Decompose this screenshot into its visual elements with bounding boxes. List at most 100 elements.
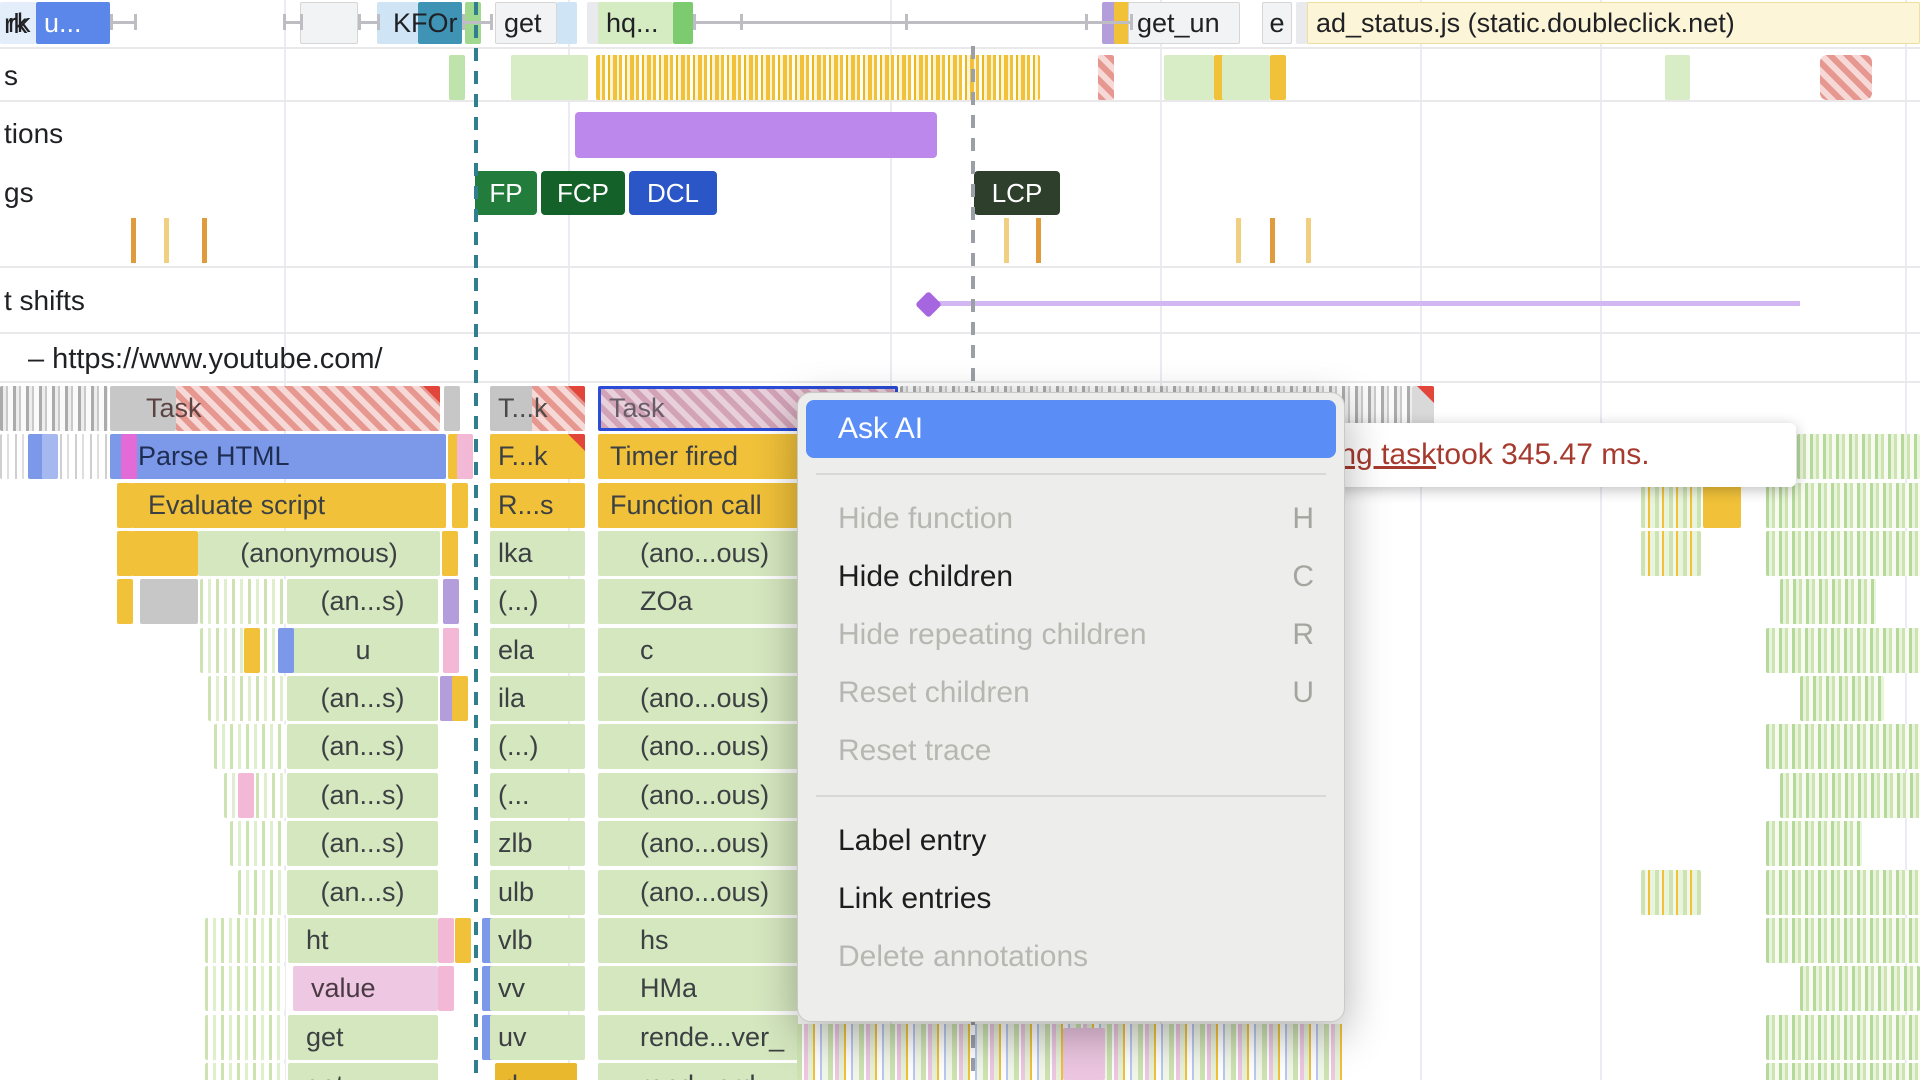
flame-chip-texture <box>238 870 286 915</box>
flame-chip-get[interactable]: get <box>288 1015 438 1060</box>
flame-chip-get[interactable]: get <box>288 1063 438 1080</box>
menu-shortcut: C <box>1292 560 1314 593</box>
flame-chip-function-call[interactable]: Function call <box>598 483 798 528</box>
track-label-interactions: tions <box>4 118 64 149</box>
flame-chip-c[interactable]: c <box>598 628 798 673</box>
flame-chip-texture <box>244 628 260 673</box>
flame-chip-rende-ver-[interactable]: rende...ver_ <box>598 1015 798 1060</box>
flame-chip--ano-ous-[interactable]: (ano...ous) <box>598 773 798 818</box>
flame-chip--ano-ous-[interactable]: (ano...ous) <box>598 531 798 576</box>
whisker-tick <box>110 14 113 30</box>
flame-chip--[interactable]: (... <box>490 773 585 818</box>
menu-item-hide-children[interactable]: Hide children C <box>838 560 1314 593</box>
flame-chip-d[interactable]: d <box>495 1063 577 1080</box>
flame-chip-texture <box>1766 1015 1920 1060</box>
flame-chip--ano-ous-[interactable]: (ano...ous) <box>598 821 798 866</box>
network-whisker <box>283 21 300 24</box>
flame-chip--an-s-[interactable]: (an...s) <box>287 821 438 866</box>
flame-chip-texture <box>443 579 459 624</box>
flame-chip-ela[interactable]: ela <box>490 628 585 673</box>
flame-chip-t-k[interactable]: T...k <box>490 386 585 431</box>
flame-chip--an-s-[interactable]: (an...s) <box>287 870 438 915</box>
network-chip-rk[interactable]: rk <box>0 2 36 44</box>
flame-chip-zlb[interactable]: zlb <box>490 821 585 866</box>
flame-chip--ano-ous-[interactable]: (ano...ous) <box>598 870 798 915</box>
flame-chip--an-s-[interactable]: (an...s) <box>287 773 438 818</box>
flame-chip-texture <box>132 531 198 576</box>
flame-chip-value[interactable]: value <box>293 966 438 1011</box>
flame-chip--ano-ous-[interactable]: (ano...ous) <box>598 724 798 769</box>
flame-chip-rend-ord[interactable]: rend...ord <box>598 1063 798 1080</box>
frames-chip-texture <box>1820 55 1872 100</box>
flame-chip-texture <box>1063 1028 1105 1080</box>
flame-chip-texture <box>1641 531 1701 576</box>
flame-chip-texture <box>1641 870 1701 915</box>
flame-chip-evaluate-script[interactable]: Evaluate script <box>132 483 446 528</box>
menu-item-ask-ai[interactable]: Ask AI <box>806 400 1336 458</box>
flame-chip-lka[interactable]: lka <box>490 531 585 576</box>
whisker-tick <box>1085 14 1088 30</box>
flame-chip--an-s-[interactable]: (an...s) <box>287 724 438 769</box>
flame-chip-timer-fired[interactable]: Timer fired <box>598 434 798 479</box>
console-timestamp-tick <box>131 218 136 263</box>
menu-separator <box>816 795 1326 797</box>
timing-marker-fp[interactable]: FP <box>475 171 537 215</box>
flame-chip-texture <box>442 531 458 576</box>
flame-chip-texture <box>205 1063 285 1080</box>
flame-chip-texture <box>1766 1063 1920 1080</box>
frames-chip-texture <box>1674 55 1690 100</box>
network-chip-kfor[interactable]: KFOr <box>393 7 458 38</box>
flame-chip-f-k[interactable]: F...k <box>490 434 585 479</box>
network-chip-get[interactable]: get <box>495 2 557 44</box>
flame-chip-ulb[interactable]: ulb <box>490 870 585 915</box>
flame-chip-zoa[interactable]: ZOa <box>598 579 798 624</box>
flame-chip--ano-ous-[interactable]: (ano...ous) <box>598 676 798 721</box>
flame-chip-parse-html[interactable]: Parse HTML <box>110 434 446 479</box>
menu-item-label-entry[interactable]: Label entry <box>838 824 987 857</box>
flame-chip-hs[interactable]: hs <box>598 918 798 963</box>
flame-chip-ht[interactable]: ht <box>288 918 438 963</box>
flame-chip-r-s[interactable]: R...s <box>490 483 585 528</box>
timing-marker-dcl[interactable]: DCL <box>629 171 717 215</box>
flame-chip-texture <box>1800 966 1920 1011</box>
flame-chip--anonymous-[interactable]: (anonymous) <box>198 531 440 576</box>
menu-shortcut: H <box>1292 502 1314 535</box>
menu-separator <box>816 473 1326 475</box>
interaction-bar[interactable] <box>575 112 937 158</box>
flame-chip-uv[interactable]: uv <box>490 1015 585 1060</box>
network-chip-hq-[interactable]: hq... <box>598 2 673 44</box>
flame-chip-texture <box>457 434 473 479</box>
console-timestamp-tick <box>1306 218 1311 263</box>
flame-chip-texture <box>117 531 133 576</box>
flame-chip-ila[interactable]: ila <box>490 676 585 721</box>
network-whisker <box>358 21 377 24</box>
track-separator <box>0 47 1920 49</box>
flame-chip--an-s-[interactable]: (an...s) <box>287 579 438 624</box>
flame-chip-texture <box>1703 483 1741 528</box>
timing-marker-lcp[interactable]: LCP <box>974 171 1060 215</box>
network-chip-texture <box>377 2 418 44</box>
flame-chip-task[interactable]: Task <box>146 393 202 423</box>
flame-chip--an-s-[interactable]: (an...s) <box>287 676 438 721</box>
network-chip-get-un[interactable]: get_un <box>1128 2 1240 44</box>
timing-marker-line-teal <box>474 2 478 1080</box>
flame-chip--[interactable]: (...) <box>490 579 585 624</box>
menu-shortcut: U <box>1292 676 1314 709</box>
menu-item-link-entries[interactable]: Link entries <box>838 882 992 915</box>
flame-chip-u[interactable]: u <box>287 628 439 673</box>
tooltip-text: took 345.47 ms. <box>1436 438 1650 471</box>
flame-chip-texture <box>200 628 286 673</box>
network-chip-ad-status-js-static-doubleclick-net-[interactable]: ad_status.js (static.doubleclick.net) <box>1307 2 1920 44</box>
flame-chip-vlb[interactable]: vlb <box>490 918 585 963</box>
flame-chip-vv[interactable]: vv <box>490 966 585 1011</box>
flame-chip--[interactable]: (...) <box>490 724 585 769</box>
network-chip-e[interactable]: e <box>1262 2 1292 44</box>
timing-marker-fcp[interactable]: FCP <box>541 171 625 215</box>
network-chip-u-[interactable]: u... <box>36 2 110 44</box>
console-timestamp-tick <box>1036 218 1041 263</box>
track-separator <box>0 381 1920 383</box>
main-thread-header[interactable]: – https://www.youtube.com/ <box>28 343 383 375</box>
layout-shift-diamond[interactable] <box>915 291 942 318</box>
flame-chip-hma[interactable]: HMa <box>598 966 798 1011</box>
whisker-tick <box>358 14 361 30</box>
